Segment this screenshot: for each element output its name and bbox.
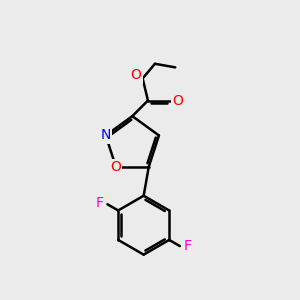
Text: O: O bbox=[110, 160, 121, 174]
Text: N: N bbox=[100, 128, 111, 142]
Text: O: O bbox=[131, 68, 142, 83]
Text: F: F bbox=[184, 239, 192, 253]
Text: O: O bbox=[172, 94, 183, 107]
Text: F: F bbox=[95, 196, 103, 210]
